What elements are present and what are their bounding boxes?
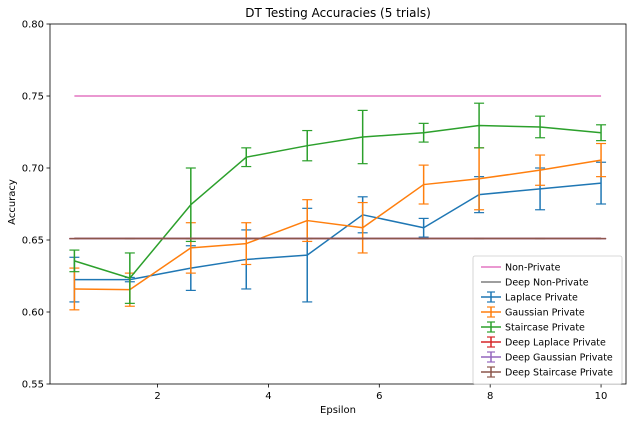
plot-area [69,95,607,311]
series-line [74,124,602,279]
legend-label: Deep Laplace Private [505,338,606,349]
error-bar [357,201,368,254]
y-tick-label: 0.70 [22,164,44,175]
y-tick-label: 0.75 [22,92,44,103]
error-bar [418,217,429,238]
legend-label: Staircase Private [505,323,585,334]
series-line [74,159,602,291]
y-tick-label: 0.60 [22,308,44,319]
error-bar [596,124,607,142]
error-bar [241,222,252,266]
legend-item: Gaussian Private [481,306,585,319]
y-axis-label: Accuracy [7,179,18,225]
x-axis-label: Epsilon [320,405,356,416]
legend-item: Staircase Private [481,321,585,334]
legend-label: Gaussian Private [505,308,585,319]
error-bar [418,164,429,205]
error-bar [302,129,313,162]
plot-frame [49,23,627,385]
error-bar [357,109,368,165]
legend-label: Laplace Private [505,293,578,304]
x-tick-label: 8 [487,391,493,402]
legend-label: Deep Staircase Private [505,368,613,379]
x-tick-label: 2 [154,391,160,402]
legend-item: Non-Private [481,263,561,274]
legend: Non-Private Deep Non-Private Laplace Priva… [472,255,623,385]
error-bar [474,102,485,149]
error-bar [535,115,546,139]
error-bar [596,142,607,178]
x-tick-label: 6 [376,391,382,402]
legend-item: Deep Non-Private [481,278,589,289]
legend-item: Deep Staircase Private [481,366,613,379]
error-bar [241,147,252,168]
chart-title: DT Testing Accuracies (5 trials) [245,6,431,20]
series-4 [69,102,607,304]
error-bar [302,199,313,243]
legend-box [472,255,623,385]
error-bar [185,167,196,243]
error-bar [535,154,546,186]
legend-label: Deep Non-Private [505,278,589,289]
y-tick-label: 0.65 [22,236,44,247]
error-bar [69,249,80,273]
series-line [74,182,602,281]
legend-label: Non-Private [505,263,561,274]
x-tick-label: 10 [595,391,608,402]
legend-item: Deep Gaussian Private [481,351,613,364]
y-tick-label: 0.55 [22,380,44,391]
x-tick-label: 4 [265,391,271,402]
error-bar [418,122,429,143]
legend-item: Deep Laplace Private [481,336,606,349]
legend-item: Laplace Private [481,291,578,304]
axes: 2 4 6 8 10 0.55 0.60 0.65 0.70 0.75 0.80 [22,20,627,402]
y-tick-label: 0.80 [22,20,44,31]
error-bar [124,252,135,304]
legend-label: Deep Gaussian Private [505,353,613,364]
